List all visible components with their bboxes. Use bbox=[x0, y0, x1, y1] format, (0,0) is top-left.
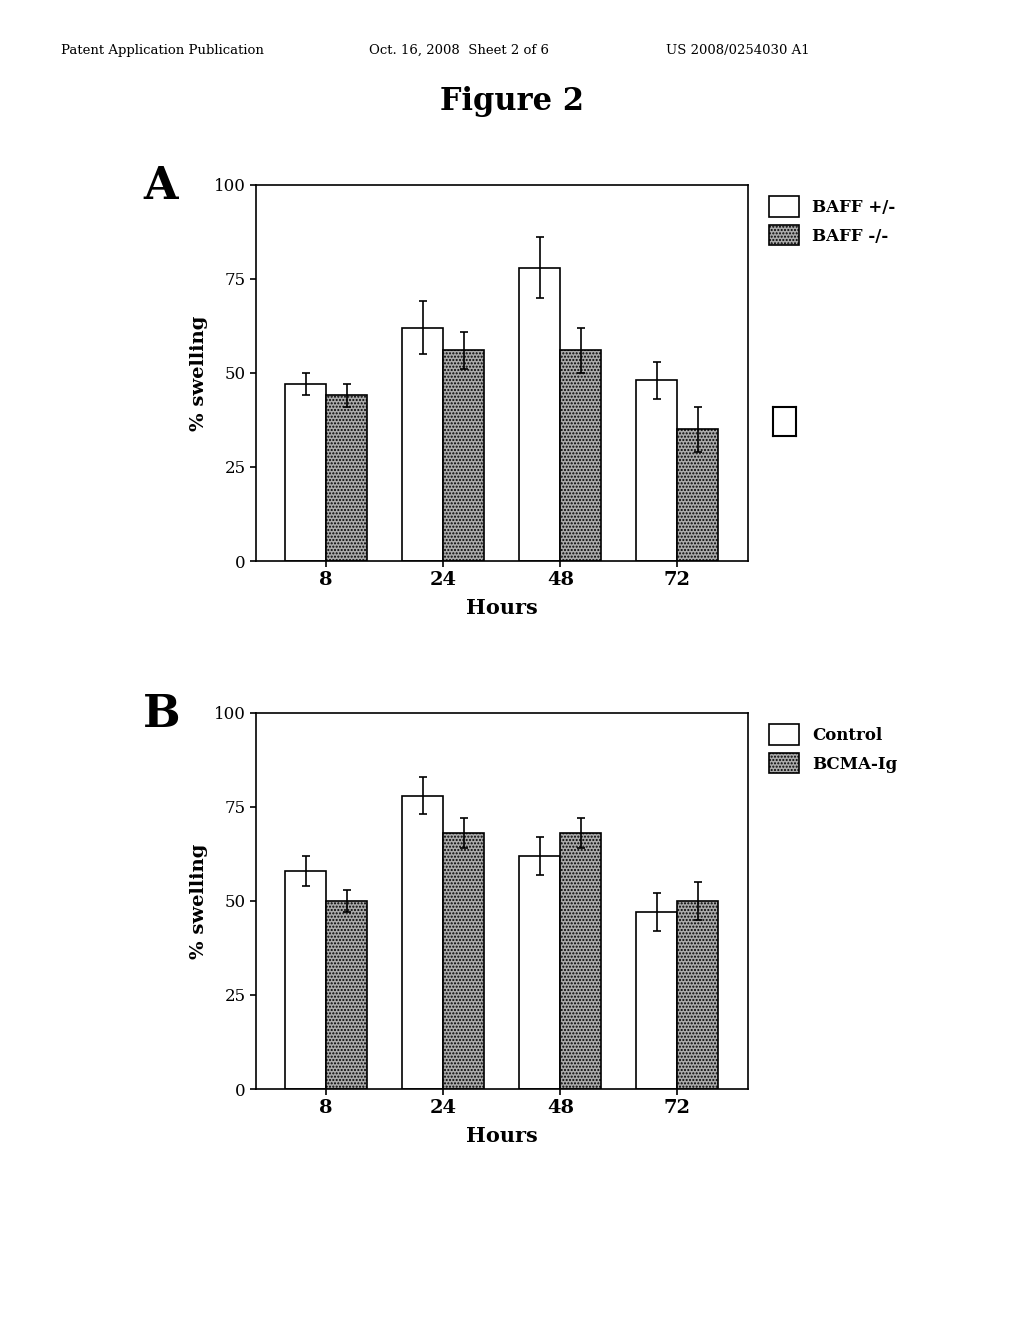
Text: B: B bbox=[143, 693, 181, 737]
Text: Oct. 16, 2008  Sheet 2 of 6: Oct. 16, 2008 Sheet 2 of 6 bbox=[369, 44, 549, 57]
X-axis label: Hours: Hours bbox=[466, 598, 538, 618]
Text: Figure 2: Figure 2 bbox=[440, 86, 584, 116]
Bar bbox=[402, 327, 443, 561]
Bar bbox=[677, 902, 718, 1089]
Bar bbox=[560, 833, 601, 1089]
Bar bbox=[327, 902, 368, 1089]
Bar bbox=[443, 833, 484, 1089]
Text: Patent Application Publication: Patent Application Publication bbox=[61, 44, 264, 57]
Y-axis label: % swelling: % swelling bbox=[190, 315, 208, 430]
Bar bbox=[519, 268, 560, 561]
Bar bbox=[677, 429, 718, 561]
Legend: BAFF +/-, BAFF -/-: BAFF +/-, BAFF -/- bbox=[766, 193, 899, 248]
Bar bbox=[560, 350, 601, 561]
Legend: Control, BCMA-Ig: Control, BCMA-Ig bbox=[766, 721, 901, 776]
Bar bbox=[636, 912, 677, 1089]
Bar bbox=[286, 384, 327, 561]
Y-axis label: % swelling: % swelling bbox=[190, 843, 208, 958]
Bar bbox=[443, 350, 484, 561]
Bar bbox=[402, 796, 443, 1089]
Bar bbox=[636, 380, 677, 561]
Bar bbox=[327, 396, 368, 561]
Bar bbox=[286, 871, 327, 1089]
X-axis label: Hours: Hours bbox=[466, 1126, 538, 1146]
Text: A: A bbox=[143, 165, 178, 209]
Text: US 2008/0254030 A1: US 2008/0254030 A1 bbox=[666, 44, 809, 57]
Bar bbox=[519, 855, 560, 1089]
